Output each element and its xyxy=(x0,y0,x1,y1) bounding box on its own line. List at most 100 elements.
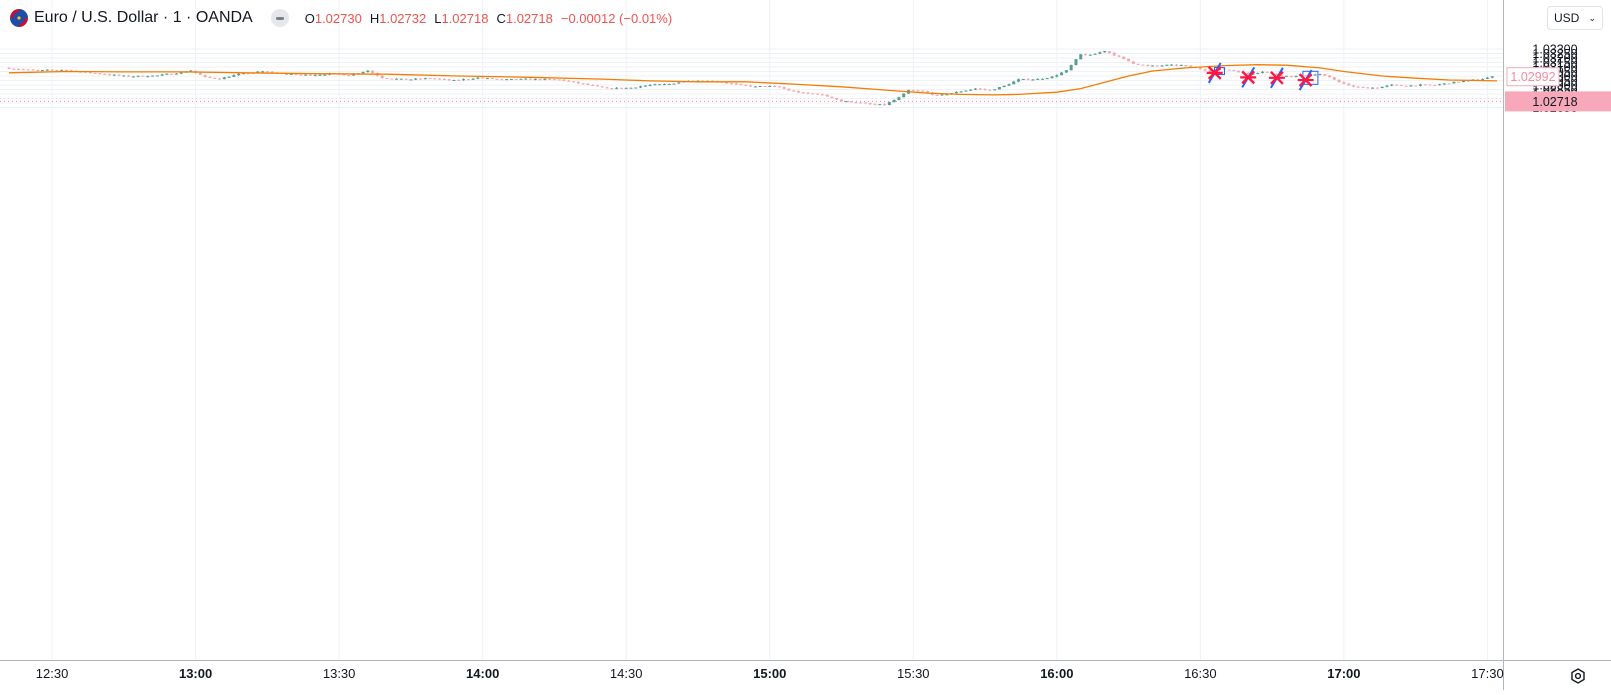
candle-up xyxy=(1485,76,1489,79)
candle-body xyxy=(801,92,805,94)
candle-up xyxy=(165,73,169,75)
candle-up xyxy=(1103,51,1107,53)
candle-up xyxy=(1170,64,1174,66)
candle-down xyxy=(835,97,839,101)
symbol-title[interactable]: Euro / U.S. Dollar · 1 · OANDA xyxy=(34,9,253,26)
candle-down xyxy=(868,102,872,105)
candle-down xyxy=(988,89,992,91)
candle-down xyxy=(1146,64,1150,67)
candle-down xyxy=(873,103,877,106)
candle-up xyxy=(1442,83,1446,85)
candle-body xyxy=(1371,87,1375,89)
candle-body xyxy=(12,68,16,70)
candle-body xyxy=(93,72,97,74)
candle-up xyxy=(237,73,241,76)
candle-down xyxy=(7,67,11,70)
candle-up xyxy=(476,77,480,80)
candle-up xyxy=(1074,58,1078,66)
candle-down xyxy=(208,76,212,78)
candle-down xyxy=(447,78,451,81)
candle-body xyxy=(753,86,757,88)
candle-down xyxy=(1428,84,1432,86)
candle-up xyxy=(122,75,126,77)
candle-body xyxy=(256,71,260,73)
candle-body xyxy=(830,96,834,98)
candle-down xyxy=(1361,86,1365,88)
candle-up xyxy=(677,82,681,84)
candle-down xyxy=(883,103,887,106)
eurusd-flag-icon[interactable] xyxy=(10,9,28,27)
candle-body xyxy=(1399,84,1403,86)
candle-body xyxy=(988,89,992,91)
candle-down xyxy=(596,84,600,87)
candle-body xyxy=(1265,71,1269,73)
candle-up xyxy=(1002,85,1006,88)
candle-body xyxy=(189,70,193,72)
candle-body xyxy=(1366,87,1370,89)
candle-body xyxy=(749,85,753,87)
candle-down xyxy=(371,70,375,74)
candle-body xyxy=(1064,70,1068,73)
candle-body xyxy=(777,86,781,88)
candle-up xyxy=(409,79,413,81)
candle-body xyxy=(973,88,977,90)
y-tick-label: 1.03300 xyxy=(1532,43,1577,57)
candle-body xyxy=(447,79,451,81)
candle-up xyxy=(318,74,322,76)
candle-down xyxy=(978,87,982,90)
candle-body xyxy=(1079,54,1083,60)
candle-body xyxy=(246,73,250,75)
candle-down xyxy=(1203,68,1207,72)
candle-up xyxy=(1318,73,1322,76)
candle-body xyxy=(859,102,863,104)
candle-down xyxy=(213,77,217,80)
candle-body xyxy=(136,75,140,77)
candle-up xyxy=(261,70,265,73)
candle-down xyxy=(170,73,174,75)
candle-down xyxy=(854,101,858,104)
candle-body xyxy=(1131,61,1135,64)
candle-body xyxy=(782,87,786,89)
currency-selector[interactable]: USD ⌄ xyxy=(1547,6,1603,30)
candle-up xyxy=(1452,81,1456,84)
candle-down xyxy=(1423,83,1427,86)
candle-body xyxy=(313,75,317,77)
candle-body xyxy=(1026,78,1030,80)
candle-body xyxy=(1227,69,1231,71)
candle-down xyxy=(428,77,432,80)
candle-up xyxy=(758,85,762,87)
candle-body xyxy=(954,91,958,94)
candle-body xyxy=(792,90,796,92)
candle-down xyxy=(1289,75,1293,78)
candle-body xyxy=(567,80,571,82)
gear-icon[interactable] xyxy=(1568,666,1588,686)
candle-body xyxy=(725,82,729,84)
candle-down xyxy=(1414,85,1418,87)
candle-body xyxy=(1160,65,1164,67)
chart-legend: Euro / U.S. Dollar · 1 · OANDA O1.02730 … xyxy=(10,6,672,30)
hide-legend-icon[interactable] xyxy=(270,9,289,27)
candle-body xyxy=(485,78,489,80)
candle-up xyxy=(768,85,772,88)
candle-body xyxy=(519,78,523,80)
candle-up xyxy=(964,90,968,92)
candle-body xyxy=(1462,80,1466,83)
candle-down xyxy=(481,76,485,79)
candle-down xyxy=(1395,84,1399,86)
candle-down xyxy=(916,89,920,92)
candle-body xyxy=(1179,64,1183,66)
open-value: 1.02730 xyxy=(314,10,362,26)
candle-body xyxy=(653,84,657,86)
candle-down xyxy=(739,83,743,86)
candle-up xyxy=(112,74,116,76)
candle-body xyxy=(672,83,676,85)
candle-body xyxy=(596,85,600,87)
candle-body xyxy=(868,103,872,105)
candle-body xyxy=(773,86,777,88)
candle-up xyxy=(136,75,140,78)
candle-down xyxy=(811,93,815,95)
candle-body xyxy=(418,78,422,80)
candle-body xyxy=(1433,84,1437,86)
